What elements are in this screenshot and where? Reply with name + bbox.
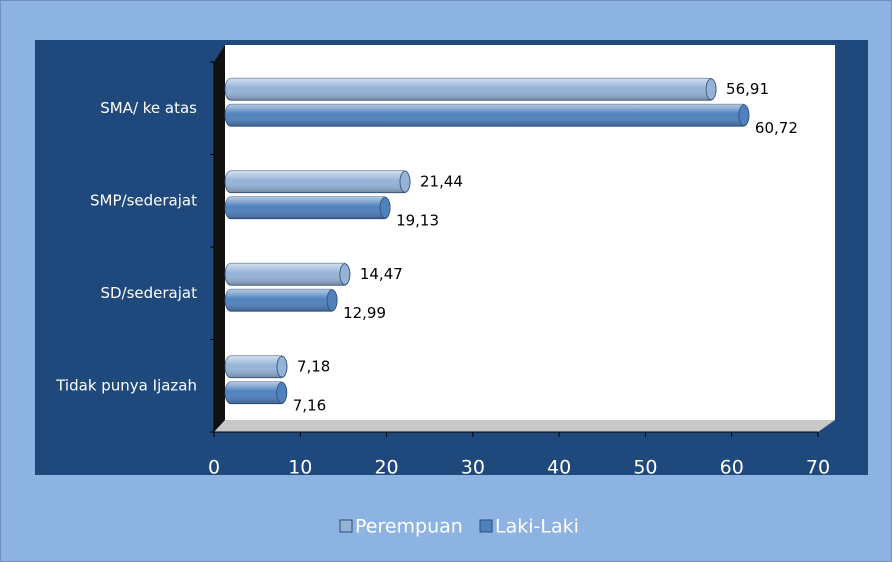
- x-tick-label: 30: [461, 457, 485, 479]
- bar-cap: [399, 170, 411, 193]
- legend-label: Laki-Laki: [495, 516, 579, 538]
- floor: [214, 420, 835, 432]
- bar-shade: [225, 289, 338, 312]
- data-label: 21,44: [420, 172, 463, 190]
- back-wall: [225, 45, 835, 420]
- bar-cap: [276, 355, 288, 378]
- side-wall: [214, 45, 225, 432]
- bar-cap: [379, 196, 391, 219]
- bar-cap: [705, 78, 717, 101]
- category-label: SMP/sederajat: [90, 191, 197, 209]
- data-label: 60,72: [755, 119, 798, 137]
- bar-cap: [326, 289, 338, 312]
- category-label: SMA/ ke atas: [100, 99, 197, 117]
- bar-cap: [738, 104, 750, 127]
- bar-shade: [225, 196, 391, 219]
- bar-shade: [225, 355, 287, 378]
- legend-swatch: [479, 519, 493, 533]
- bar-shade: [225, 78, 717, 101]
- bar-shade: [225, 263, 350, 286]
- x-tick-label: 40: [547, 457, 571, 479]
- data-label: 7,18: [297, 357, 330, 375]
- bar-shade: [225, 104, 749, 127]
- data-label: 7,16: [293, 396, 326, 414]
- legend-label: Perempuan: [355, 516, 463, 538]
- bar-cap: [276, 381, 288, 404]
- legend-swatch: [339, 519, 353, 533]
- bar-cap: [339, 263, 351, 286]
- x-tick-label: 60: [720, 457, 744, 479]
- x-tick-label: 20: [374, 457, 398, 479]
- category-label: Tidak punya Ijazah: [55, 376, 197, 394]
- category-label: SD/sederajat: [100, 284, 197, 302]
- data-label: 14,47: [360, 265, 403, 283]
- x-tick-label: 0: [208, 457, 220, 479]
- x-tick-label: 70: [806, 457, 830, 479]
- bar-shade: [225, 170, 410, 193]
- data-label: 19,13: [396, 211, 439, 229]
- data-label: 12,99: [343, 304, 386, 322]
- x-tick-label: 50: [633, 457, 657, 479]
- data-label: 56,91: [726, 80, 769, 98]
- x-tick-label: 10: [288, 457, 312, 479]
- bar-shade: [225, 381, 287, 404]
